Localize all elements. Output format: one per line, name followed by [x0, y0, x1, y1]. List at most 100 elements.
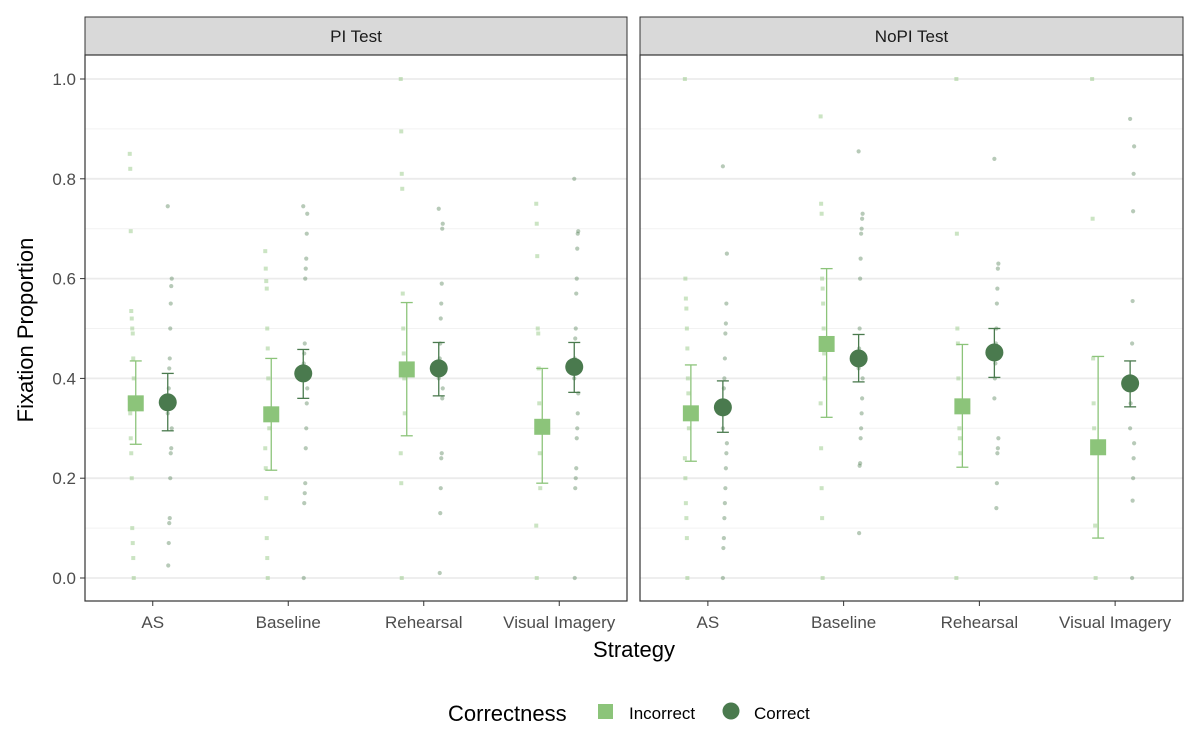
panel-strip-label-nopi-test: NoPI Test	[875, 27, 949, 46]
raw-point-incorrect	[685, 576, 690, 580]
raw-point-correct	[165, 204, 170, 209]
raw-point-correct	[994, 481, 999, 486]
raw-point-correct	[995, 446, 1000, 451]
raw-point-correct	[301, 575, 306, 581]
raw-point-incorrect	[400, 291, 405, 296]
mean-point-correct	[429, 359, 448, 378]
raw-point-correct	[304, 231, 309, 236]
raw-point-correct	[722, 356, 727, 361]
raw-point-correct	[992, 156, 997, 161]
raw-point-incorrect	[954, 231, 959, 236]
raw-point-incorrect	[537, 401, 542, 406]
raw-point-incorrect	[401, 326, 406, 331]
raw-point-correct	[575, 246, 580, 251]
raw-point-correct	[1130, 341, 1135, 346]
raw-point-correct	[301, 204, 306, 209]
raw-point-correct	[859, 426, 864, 431]
raw-point-correct	[574, 466, 579, 471]
raw-point-correct	[996, 261, 1001, 266]
panel-border	[84, 54, 628, 602]
raw-point-correct	[859, 411, 864, 416]
raw-point-incorrect	[130, 331, 135, 336]
raw-point-correct	[573, 476, 578, 481]
raw-point-incorrect	[958, 451, 963, 456]
chart-panels: PI Test AS Baseline Rehearsal Visual Imagery…	[52, 16, 1184, 632]
raw-point-incorrect	[267, 426, 272, 431]
legend-key-correct	[722, 702, 740, 720]
raw-point-incorrect	[684, 326, 689, 331]
raw-point-incorrect	[264, 279, 269, 284]
panel-strip-pi-test	[84, 16, 628, 56]
raw-point-incorrect	[536, 331, 541, 336]
panel-border	[639, 54, 1184, 602]
y-tick-label: 0.2	[52, 469, 76, 488]
raw-point-correct	[437, 570, 442, 576]
raw-point-correct	[438, 511, 443, 516]
mean-point-correct	[985, 343, 1004, 362]
raw-point-correct	[995, 286, 1000, 291]
raw-point-correct	[302, 341, 307, 346]
raw-point-correct	[169, 276, 174, 281]
raw-point-incorrect	[131, 376, 136, 381]
raw-point-incorrect	[264, 536, 269, 541]
raw-point-incorrect	[683, 296, 688, 301]
raw-point-incorrect	[131, 556, 136, 561]
panel-strip-nopi-test	[639, 16, 1184, 56]
raw-point-correct	[576, 229, 581, 234]
raw-point-incorrect	[131, 356, 136, 361]
raw-point-correct	[439, 281, 444, 286]
raw-point-incorrect	[682, 456, 687, 461]
raw-point-incorrect	[402, 376, 407, 381]
raw-point-incorrect	[820, 276, 825, 281]
raw-point-correct	[858, 256, 863, 261]
raw-point-incorrect	[129, 309, 134, 314]
raw-point-correct	[440, 226, 445, 231]
raw-point-incorrect	[399, 481, 404, 486]
raw-point-correct	[1132, 144, 1137, 149]
raw-point-incorrect	[684, 306, 689, 311]
raw-point-correct	[859, 226, 864, 231]
y-axis-title: Fixation Proportion	[13, 238, 38, 423]
raw-point-correct	[304, 256, 309, 261]
raw-point-correct	[304, 426, 309, 431]
raw-point-incorrect	[822, 351, 827, 356]
raw-point-incorrect	[131, 576, 136, 580]
raw-point-correct	[724, 451, 729, 456]
raw-point-correct	[439, 301, 444, 306]
raw-point-incorrect	[266, 376, 271, 381]
raw-point-incorrect	[820, 576, 825, 580]
raw-point-correct	[992, 396, 997, 401]
raw-point-correct	[858, 276, 863, 281]
raw-point-correct	[572, 575, 577, 581]
raw-point-correct	[573, 326, 578, 331]
raw-point-correct	[1130, 498, 1135, 503]
raw-point-correct	[723, 321, 728, 326]
raw-point-correct	[573, 336, 578, 341]
legend: Correctness Incorrect Correct	[448, 701, 810, 726]
raw-point-incorrect	[400, 186, 405, 191]
raw-point-incorrect	[820, 286, 825, 291]
raw-point-incorrect	[1093, 523, 1098, 528]
raw-point-correct	[1128, 426, 1133, 431]
y-tick-label: 0.8	[52, 170, 76, 189]
raw-point-correct	[168, 451, 173, 456]
raw-point-incorrect	[1092, 426, 1097, 431]
raw-point-incorrect	[821, 326, 826, 331]
raw-point-incorrect	[685, 346, 690, 351]
raw-point-correct	[440, 386, 445, 391]
raw-point-correct	[168, 326, 173, 331]
raw-point-incorrect	[957, 436, 962, 441]
raw-point-incorrect	[265, 556, 270, 561]
raw-point-correct	[574, 276, 579, 281]
raw-point-correct	[860, 396, 865, 401]
raw-point-correct	[723, 486, 728, 491]
raw-point-correct	[724, 441, 729, 446]
raw-point-correct	[860, 216, 865, 221]
mean-point-incorrect	[954, 398, 971, 415]
raw-point-correct	[1130, 298, 1135, 304]
raw-point-correct	[440, 221, 445, 226]
raw-point-incorrect	[819, 201, 824, 206]
raw-point-correct	[857, 463, 862, 468]
raw-point-correct	[303, 446, 308, 451]
raw-point-incorrect	[129, 451, 134, 456]
